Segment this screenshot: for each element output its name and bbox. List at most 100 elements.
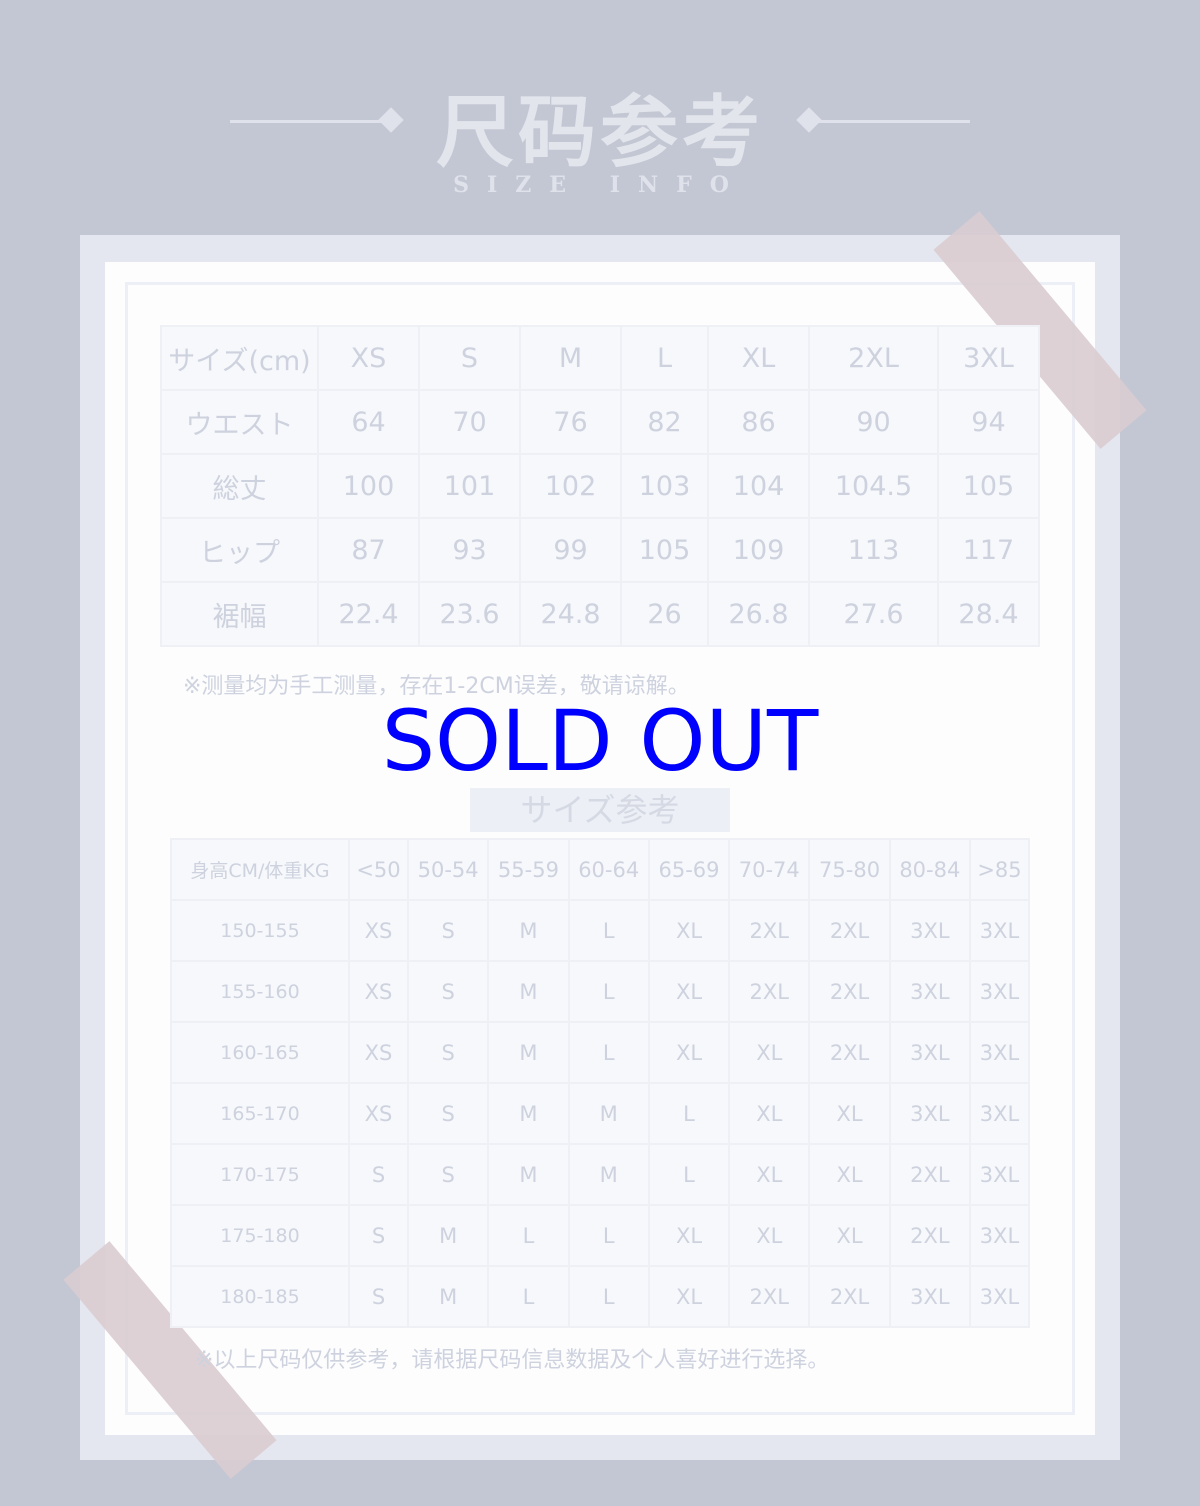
table-row: 150-155 XS S M L XL 2XL 2XL 3XL 3XL [170, 899, 1031, 962]
table-cell: ヒップ [160, 517, 319, 583]
table-cell: 104.5 [808, 453, 939, 519]
table-cell: XL [728, 1204, 811, 1267]
table-cell: XL [728, 1082, 811, 1145]
table-row: 165-170 XS S M M L XL XL 3XL 3XL [170, 1082, 1031, 1145]
table-cell: L [487, 1204, 570, 1267]
size-guide-table: 身高CM/体重KG <50 50-54 55-59 60-64 65-69 70-74 75-… [170, 838, 1031, 1328]
table-cell: M [567, 1082, 650, 1145]
page-subtitle: SIZE INFO [453, 172, 747, 198]
table-cell: XS [348, 1082, 409, 1145]
header-row: サイズ(cm) XS S M L XL 2XL 3XL [160, 325, 1041, 391]
table-cell: 3XL [968, 1021, 1031, 1084]
table-cell: 99 [519, 517, 622, 583]
table-row: ウエスト 64 70 76 82 86 90 94 [160, 389, 1041, 455]
table-row: 170-175 S S M M L XL XL 2XL 3XL [170, 1143, 1031, 1206]
table-cell: 82 [619, 389, 710, 455]
table-cell: M [487, 899, 570, 962]
table-row: 155-160 XS S M L XL 2XL 2XL 3XL 3XL [170, 960, 1031, 1023]
table-cell: 160-165 [170, 1021, 350, 1084]
ornament-left [230, 120, 400, 123]
table-cell: L [567, 960, 650, 1023]
table-cell: XS [348, 1021, 409, 1084]
page-title: 尺码参考 [435, 87, 764, 178]
table-cell: L [647, 1143, 731, 1206]
table-cell: 2XL [888, 1204, 971, 1267]
table-cell: 3XL [968, 1143, 1031, 1206]
table-cell: L [487, 1265, 570, 1328]
table-row: 裾幅 22.4 23.6 24.8 26 26.8 27.6 28.4 [160, 581, 1041, 647]
table-row: 160-165 XS S M L XL XL 2XL 3XL 3XL [170, 1021, 1031, 1084]
table-cell: 3XL [888, 960, 971, 1023]
table-cell: 26 [619, 581, 710, 647]
header-cell: S [418, 325, 521, 391]
table-cell: XL [808, 1082, 891, 1145]
table-cell: XL [728, 1021, 811, 1084]
table-cell: M [487, 960, 570, 1023]
table-cell: 113 [808, 517, 939, 583]
table-cell: L [567, 1265, 650, 1328]
header-cell: 65-69 [647, 838, 731, 901]
table-cell: 117 [936, 517, 1041, 583]
table-cell: M [487, 1021, 570, 1084]
table-cell: S [406, 899, 490, 962]
ornament-right [800, 120, 970, 123]
table-cell: 3XL [968, 899, 1031, 962]
table-cell: XS [348, 960, 409, 1023]
table-cell: S [406, 1082, 490, 1145]
header-cell: 3XL [936, 325, 1041, 391]
table-cell: 2XL [728, 960, 811, 1023]
header-cell: 80-84 [888, 838, 971, 901]
table-cell: 3XL [968, 960, 1031, 1023]
header-cell: サイズ(cm) [160, 325, 319, 391]
table-cell: XL [647, 1265, 731, 1328]
table-cell: 2XL [808, 899, 891, 962]
table-cell: 86 [707, 389, 811, 455]
table-cell: 3XL [968, 1265, 1031, 1328]
table-cell: 150-155 [170, 899, 350, 962]
table-cell: 70 [418, 389, 521, 455]
table-cell: XL [728, 1143, 811, 1206]
header-cell: XS [317, 325, 420, 391]
table-cell: M [487, 1143, 570, 1206]
table-cell: 170-175 [170, 1143, 350, 1206]
header-row: 身高CM/体重KG <50 50-54 55-59 60-64 65-69 70-74 75-… [170, 838, 1031, 901]
table-cell: M [406, 1265, 490, 1328]
table-cell: 2XL [728, 1265, 811, 1328]
table-cell: L [567, 899, 650, 962]
table-cell: M [406, 1204, 490, 1267]
table-cell: 3XL [968, 1082, 1031, 1145]
header-cell: 60-64 [567, 838, 650, 901]
table-row: 総丈 100 101 102 103 104 104.5 105 [160, 453, 1041, 519]
table-cell: 2XL [808, 1265, 891, 1328]
table-cell: L [567, 1204, 650, 1267]
header-cell: M [519, 325, 622, 391]
table-cell: 24.8 [519, 581, 622, 647]
table-cell: 165-170 [170, 1082, 350, 1145]
table-cell: XL [647, 960, 731, 1023]
table-cell: 2XL [888, 1143, 971, 1206]
table-cell: S [348, 1143, 409, 1206]
table-cell: 104 [707, 453, 811, 519]
table-cell: 26.8 [707, 581, 811, 647]
header-cell: 50-54 [406, 838, 490, 901]
table-cell: XL [647, 1021, 731, 1084]
header-cell: <50 [348, 838, 409, 901]
table-cell: 175-180 [170, 1204, 350, 1267]
table-cell: ウエスト [160, 389, 319, 455]
header-cell: 55-59 [487, 838, 570, 901]
guide-title: サイズ参考 [470, 788, 730, 832]
table-cell: 180-185 [170, 1265, 350, 1328]
table-cell: 2XL [728, 899, 811, 962]
header-cell: XL [707, 325, 811, 391]
table-cell: 93 [418, 517, 521, 583]
table-cell: XS [348, 899, 409, 962]
table-cell: L [567, 1021, 650, 1084]
table-cell: 101 [418, 453, 521, 519]
table-cell: 90 [808, 389, 939, 455]
table-cell: 27.6 [808, 581, 939, 647]
table-cell: 87 [317, 517, 420, 583]
table-cell: 28.4 [936, 581, 1041, 647]
card-border [125, 282, 1075, 1415]
table-cell: XL [808, 1204, 891, 1267]
table-cell: 64 [317, 389, 420, 455]
